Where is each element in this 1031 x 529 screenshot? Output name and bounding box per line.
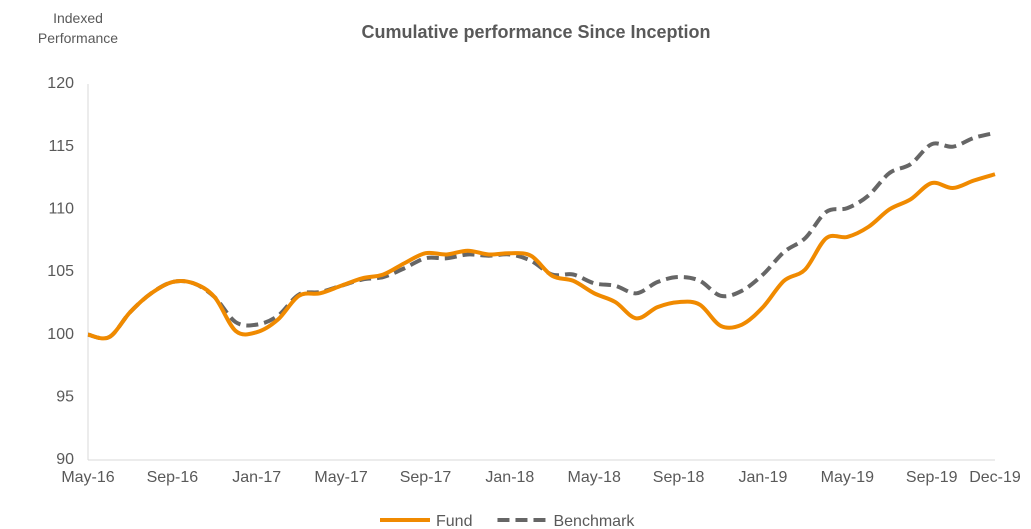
y-tick-label: 105 (47, 263, 74, 280)
legend-label: Benchmark (553, 513, 635, 529)
x-tick-label: Sep-19 (906, 469, 958, 486)
chart-title: Cumulative performance Since Inception (361, 22, 710, 42)
y-tick-label: 115 (48, 138, 74, 155)
y-axis-label: Indexed Performance (37, 10, 119, 46)
y-tick-label: 120 (47, 75, 74, 92)
x-tick-label: Sep-16 (147, 469, 199, 486)
y-tick-label: 100 (47, 326, 74, 343)
y-tick-label: 110 (48, 201, 74, 218)
x-tick-label: May-16 (61, 469, 114, 486)
x-tick-label: Sep-17 (400, 469, 452, 486)
x-tick-label: May-19 (821, 469, 874, 486)
series-line (87, 130, 996, 341)
x-tick-label: Jan-18 (485, 469, 534, 486)
x-tick-label: May-18 (568, 469, 621, 486)
y-tick-label: 95 (56, 389, 74, 406)
series-line (87, 172, 996, 341)
x-tick-label: Sep-18 (653, 469, 705, 486)
x-tick-label: Jan-17 (232, 469, 281, 486)
x-tick-label: Dec-19 (969, 469, 1021, 486)
x-tick-label: May-17 (314, 469, 367, 486)
y-tick-label: 90 (56, 451, 74, 468)
legend-label: Fund (436, 513, 472, 529)
x-tick-label: Jan-19 (739, 469, 788, 486)
